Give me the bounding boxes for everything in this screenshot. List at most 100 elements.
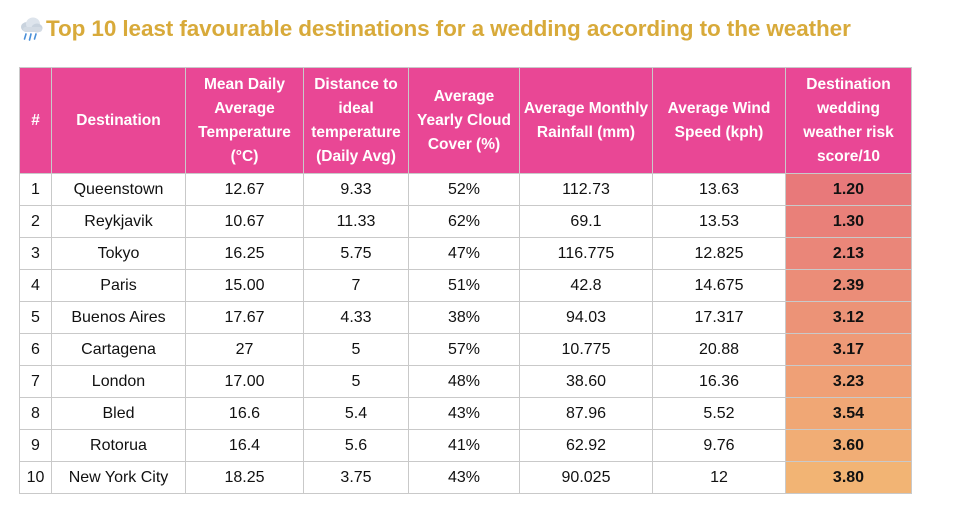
cell-wind-speed: 9.76 xyxy=(652,429,786,462)
cell-cloud-cover: 48% xyxy=(408,365,520,398)
cell-rank: 3 xyxy=(19,237,52,270)
header-destination: Destination xyxy=(51,67,186,174)
cloud-with-rain-icon xyxy=(18,15,44,43)
cell-cloud-cover: 41% xyxy=(408,429,520,462)
table-row: 8 Bled 16.6 5.4 43% 87.96 5.52 3.54 xyxy=(19,397,912,430)
cell-temperature: 27 xyxy=(185,333,304,366)
cell-rainfall: 42.8 xyxy=(519,269,653,302)
table-row: 5 Buenos Aires 17.67 4.33 38% 94.03 17.317 3.12 xyxy=(19,301,912,334)
cell-temperature: 17.67 xyxy=(185,301,304,334)
cell-destination: Queenstown xyxy=(51,173,186,206)
cell-cloud-cover: 51% xyxy=(408,269,520,302)
cell-rainfall: 94.03 xyxy=(519,301,653,334)
cell-temperature: 16.25 xyxy=(185,237,304,270)
cell-rainfall: 112.73 xyxy=(519,173,653,206)
header-rainfall: Average Monthly Rainfall (mm) xyxy=(519,67,653,174)
cell-cloud-cover: 57% xyxy=(408,333,520,366)
cell-distance: 5.4 xyxy=(303,397,409,430)
cell-rank: 2 xyxy=(19,205,52,238)
cell-cloud-cover: 43% xyxy=(408,397,520,430)
cell-destination: Tokyo xyxy=(51,237,186,270)
cell-distance: 5 xyxy=(303,333,409,366)
cell-cloud-cover: 52% xyxy=(408,173,520,206)
cell-rainfall: 62.92 xyxy=(519,429,653,462)
page-title: Top 10 least favourable destinations for… xyxy=(18,12,851,46)
cell-distance: 5.6 xyxy=(303,429,409,462)
cell-risk-score: 3.12 xyxy=(785,301,912,334)
title-text: Top 10 least favourable destinations for… xyxy=(46,16,851,41)
header-wind-speed: Average Wind Speed (kph) xyxy=(652,67,786,174)
cell-distance: 9.33 xyxy=(303,173,409,206)
cell-rank: 4 xyxy=(19,269,52,302)
header-temperature: Mean Daily Average Temperature (°C) xyxy=(185,67,304,174)
cell-destination: Cartagena xyxy=(51,333,186,366)
cell-wind-speed: 14.675 xyxy=(652,269,786,302)
cell-wind-speed: 16.36 xyxy=(652,365,786,398)
cell-destination: London xyxy=(51,365,186,398)
cell-destination: Buenos Aires xyxy=(51,301,186,334)
cell-risk-score: 2.13 xyxy=(785,237,912,270)
cell-destination: Bled xyxy=(51,397,186,430)
cell-temperature: 15.00 xyxy=(185,269,304,302)
cell-distance: 11.33 xyxy=(303,205,409,238)
cell-rank: 5 xyxy=(19,301,52,334)
cell-temperature: 18.25 xyxy=(185,461,304,494)
cell-rank: 9 xyxy=(19,429,52,462)
cell-wind-speed: 20.88 xyxy=(652,333,786,366)
cell-rank: 7 xyxy=(19,365,52,398)
cell-temperature: 16.6 xyxy=(185,397,304,430)
cell-rainfall: 69.1 xyxy=(519,205,653,238)
table-row: 7 London 17.00 5 48% 38.60 16.36 3.23 xyxy=(19,365,912,398)
cell-temperature: 12.67 xyxy=(185,173,304,206)
cell-temperature: 10.67 xyxy=(185,205,304,238)
cell-wind-speed: 17.317 xyxy=(652,301,786,334)
table-row: 3 Tokyo 16.25 5.75 47% 116.775 12.825 2.13 xyxy=(19,237,912,270)
cell-risk-score: 3.17 xyxy=(785,333,912,366)
header-distance: Distance to ideal temperature (Daily Avg… xyxy=(303,67,409,174)
cell-risk-score: 3.60 xyxy=(785,429,912,462)
header-rank: # xyxy=(19,67,52,174)
cell-cloud-cover: 47% xyxy=(408,237,520,270)
destinations-table: # Destination Mean Daily Average Tempera… xyxy=(19,67,912,494)
cell-destination: Rotorua xyxy=(51,429,186,462)
cell-cloud-cover: 62% xyxy=(408,205,520,238)
cell-rank: 10 xyxy=(19,461,52,494)
cell-wind-speed: 13.63 xyxy=(652,173,786,206)
cell-wind-speed: 12.825 xyxy=(652,237,786,270)
header-row: # Destination Mean Daily Average Tempera… xyxy=(19,67,912,174)
cell-rainfall: 116.775 xyxy=(519,237,653,270)
cell-distance: 5 xyxy=(303,365,409,398)
cell-distance: 5.75 xyxy=(303,237,409,270)
cell-cloud-cover: 38% xyxy=(408,301,520,334)
cell-risk-score: 3.54 xyxy=(785,397,912,430)
cell-risk-score: 3.23 xyxy=(785,365,912,398)
cell-rainfall: 90.025 xyxy=(519,461,653,494)
cell-wind-speed: 5.52 xyxy=(652,397,786,430)
cell-cloud-cover: 43% xyxy=(408,461,520,494)
header-cloud-cover: Average Yearly Cloud Cover (%) xyxy=(408,67,520,174)
cell-rainfall: 10.775 xyxy=(519,333,653,366)
cell-destination: Reykjavik xyxy=(51,205,186,238)
cell-rainfall: 38.60 xyxy=(519,365,653,398)
cell-distance: 4.33 xyxy=(303,301,409,334)
cell-wind-speed: 13.53 xyxy=(652,205,786,238)
cell-risk-score: 2.39 xyxy=(785,269,912,302)
cell-rank: 8 xyxy=(19,397,52,430)
cell-destination: New York City xyxy=(51,461,186,494)
cell-rank: 1 xyxy=(19,173,52,206)
cell-rainfall: 87.96 xyxy=(519,397,653,430)
cell-distance: 7 xyxy=(303,269,409,302)
table-row: 10 New York City 18.25 3.75 43% 90.025 12 3.80 xyxy=(19,461,912,494)
cell-destination: Paris xyxy=(51,269,186,302)
table-row: 9 Rotorua 16.4 5.6 41% 62.92 9.76 3.60 xyxy=(19,429,912,462)
table-row: 6 Cartagena 27 5 57% 10.775 20.88 3.17 xyxy=(19,333,912,366)
header-risk-score: Destination wedding weather risk score/1… xyxy=(785,67,912,174)
cell-wind-speed: 12 xyxy=(652,461,786,494)
table-row: 4 Paris 15.00 7 51% 42.8 14.675 2.39 xyxy=(19,269,912,302)
cell-temperature: 17.00 xyxy=(185,365,304,398)
cell-risk-score: 1.30 xyxy=(785,205,912,238)
cell-risk-score: 1.20 xyxy=(785,173,912,206)
cell-distance: 3.75 xyxy=(303,461,409,494)
cell-temperature: 16.4 xyxy=(185,429,304,462)
cell-rank: 6 xyxy=(19,333,52,366)
